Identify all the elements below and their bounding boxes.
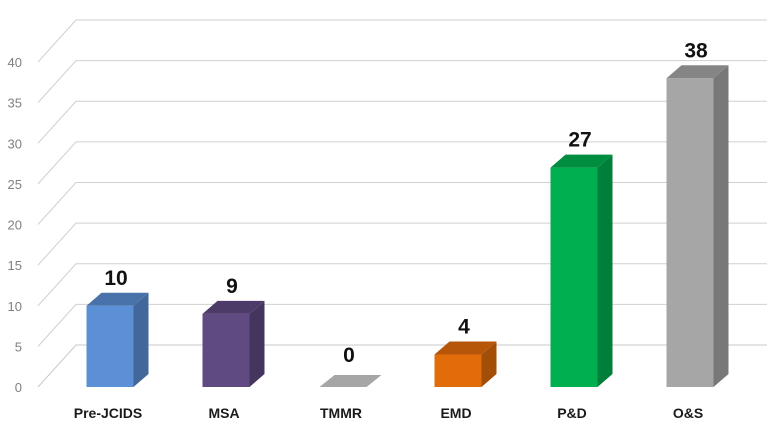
gridline-40 [37, 19, 767, 63]
bar-front-face [666, 78, 714, 387]
bar-tmmr [319, 375, 382, 387]
bar-top-face [86, 292, 149, 306]
bar-p-d [550, 154, 613, 387]
gridline-35 [37, 60, 767, 103]
bar-msa [202, 300, 265, 387]
bar-side-face [249, 300, 265, 387]
bar-emd [434, 341, 497, 387]
x-tick-label-o-s: O&S [673, 405, 703, 421]
gridline-5 [37, 303, 767, 347]
data-label-o-s: 38 [684, 39, 708, 62]
bar-side-face [713, 65, 729, 387]
data-labels-layer: 10 9 0 4 27 38 [104, 39, 708, 367]
gridline-10 [37, 263, 767, 307]
x-tick-label-tmmr: TMMR [320, 405, 362, 421]
data-label-emd: 4 [458, 316, 470, 339]
data-label-tmmr: 0 [343, 344, 355, 367]
bar-front-face [434, 354, 482, 387]
gridline-20 [37, 182, 767, 225]
y-tick-label-40: 40 [8, 55, 22, 70]
bars-layer [86, 65, 729, 387]
bar-pre-jcids [86, 292, 149, 387]
bar-front-face [550, 167, 598, 387]
bar-side-face [481, 341, 497, 387]
data-label-msa: 9 [226, 275, 238, 298]
bar-top-face [666, 65, 729, 79]
y-tick-label-0: 0 [15, 380, 22, 395]
bar-front-face [86, 305, 134, 387]
gridline-30 [37, 100, 767, 144]
bar-side-face [133, 292, 149, 387]
x-tick-label-p-d: P&D [557, 405, 587, 421]
y-tick-label-15: 15 [8, 258, 22, 273]
data-label-pre-jcids: 10 [104, 267, 127, 290]
gridline-0 [37, 344, 767, 388]
y-tick-label-30: 30 [8, 136, 22, 151]
x-tick-label-msa: MSA [208, 405, 239, 421]
y-tick-label-25: 25 [8, 177, 22, 192]
y-tick-label-20: 20 [8, 218, 22, 233]
bar-top-face [550, 154, 613, 168]
gridline-15 [37, 222, 767, 266]
grid-layer [37, 19, 767, 388]
bar-o-s [666, 65, 729, 387]
y-tick-label-5: 5 [15, 339, 22, 354]
bar-front-face [202, 313, 250, 387]
y-tick-label-35: 35 [8, 96, 22, 111]
y-tick-label-10: 10 [8, 299, 22, 314]
x-axis-categories: Pre-JCIDS MSA TMMR EMD P&D O&S [74, 405, 703, 421]
y-axis-ticks: 0 5 10 15 20 25 30 35 40 [8, 55, 22, 395]
x-tick-label-emd: EMD [440, 405, 471, 421]
bar-top-face [319, 375, 382, 387]
bar-top-face [434, 341, 497, 355]
bar-side-face [597, 154, 613, 387]
bar-top-face [202, 300, 265, 314]
x-tick-label-pre-jcids: Pre-JCIDS [74, 405, 142, 421]
data-label-p-d: 27 [568, 129, 591, 152]
gridline-25 [37, 141, 767, 185]
